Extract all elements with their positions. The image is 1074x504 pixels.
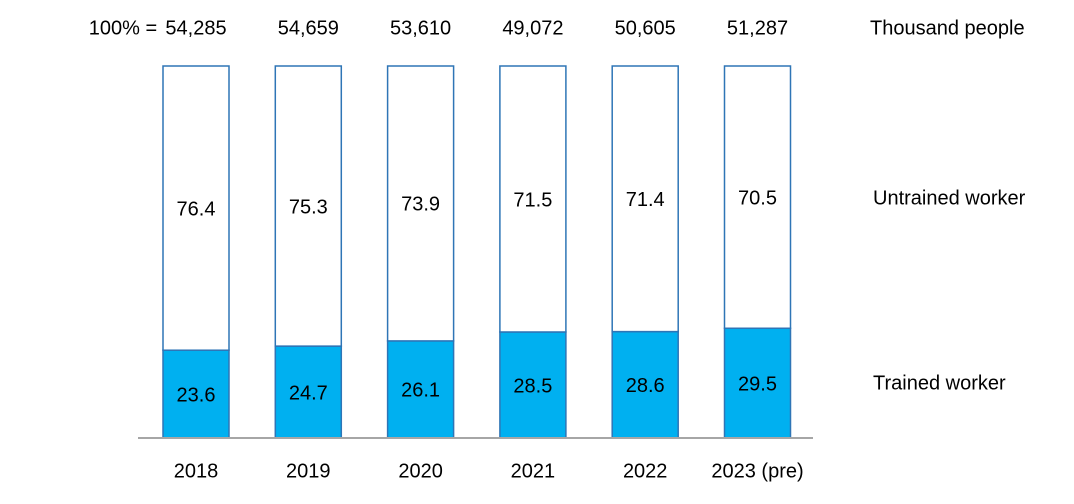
x-tick-label: 2022 [623,460,668,482]
totals-unit: Thousand people [870,17,1025,39]
x-tick-label: 2020 [398,460,443,482]
data-label: 71.4 [626,189,665,211]
data-label: 29.5 [738,373,777,395]
x-tick-label: 2019 [286,460,331,482]
bar-segment [386,65,455,342]
x-tick-label: 2021 [511,460,556,482]
data-label: 26.1 [401,380,440,402]
bar-segment [723,327,792,439]
bar-segment [499,65,567,333]
data-label: 70.5 [738,187,777,209]
data-label: 76.4 [177,198,216,220]
data-label: 71.5 [513,189,552,211]
data-label: 28.6 [626,375,665,397]
total-label: 50,605 [615,17,676,39]
data-label: 75.3 [289,196,328,218]
x-tick-label: 2018 [174,460,219,482]
data-label: 28.5 [513,375,552,397]
bar-segment [723,65,792,330]
data-label: 73.9 [401,194,440,216]
total-label: 54,285 [165,17,226,39]
bar-segment [162,65,230,351]
data-label: 23.6 [177,384,216,406]
legend-label: Untrained worker [873,187,1026,209]
total-label: 49,072 [502,17,563,39]
total-label: 54,659 [278,17,339,39]
bar-segment [611,65,679,333]
legend-label: Trained worker [873,372,1006,394]
total-label: 51,287 [727,17,788,39]
totals-label: 100% = [89,17,157,39]
x-tick-label: 2023 (pre) [711,460,803,482]
total-label: 53,610 [390,17,451,39]
bar-segment [162,349,230,439]
data-label: 24.7 [289,382,328,404]
bar-segment [274,65,343,347]
